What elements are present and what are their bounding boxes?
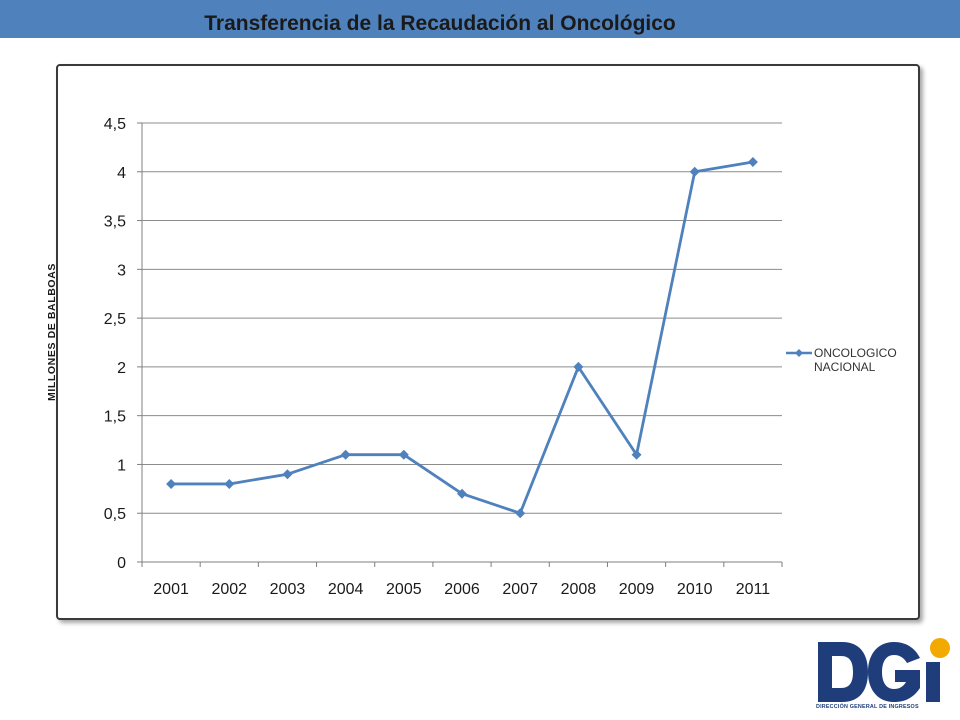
x-tick-label: 2001	[153, 581, 189, 598]
legend-label-line1: ONCOLOGICO	[814, 346, 897, 360]
chart-frame	[56, 64, 920, 620]
x-tick-label: 2003	[270, 581, 306, 598]
legend-label: ONCOLOGICO NACIONAL	[814, 346, 914, 374]
data-point-marker	[398, 449, 409, 460]
y-tick-label: 1	[117, 457, 126, 474]
series-oncologico-nacional	[166, 157, 758, 519]
y-tick-label: 2,5	[104, 311, 126, 328]
x-tick-label: 2010	[677, 581, 713, 598]
series-line	[171, 160, 754, 515]
data-point-marker	[340, 449, 351, 460]
data-point-marker	[282, 469, 293, 480]
y-tick-label: 4	[117, 165, 126, 182]
x-tick-label: 2002	[211, 581, 247, 598]
data-point-marker	[166, 478, 177, 489]
x-tick-label: 2004	[328, 581, 364, 598]
x-tick-labels: 2001 2002 2003 2004 2005 2006 2007 2008 2009 2010…	[153, 581, 770, 598]
axes	[137, 122, 783, 567]
legend-label-line2: NACIONAL	[814, 360, 876, 374]
y-tick-label: 3	[117, 262, 126, 279]
data-point-marker	[689, 166, 700, 177]
header-band	[0, 0, 960, 38]
data-point-marker	[224, 478, 235, 489]
grid-lines	[142, 122, 782, 514]
data-point-marker	[747, 157, 758, 168]
data-point-marker	[573, 361, 584, 372]
x-tick-label: 2007	[502, 581, 538, 598]
chart-title: Transferencia de la Recaudación al Oncol…	[204, 12, 676, 35]
y-tick-label: 2	[117, 360, 126, 377]
x-tick-label: 2011	[736, 581, 771, 598]
x-tick-label: 2008	[561, 581, 597, 598]
legend-swatch	[786, 349, 812, 357]
x-tick-label: 2006	[444, 581, 480, 598]
data-point-marker	[515, 508, 526, 519]
y-tick-label: 0,5	[104, 506, 126, 523]
y-tick-label: 4,5	[104, 116, 126, 133]
x-tick-label: 2005	[386, 581, 422, 598]
data-point-marker	[457, 488, 467, 499]
y-tick-label: 0	[117, 555, 126, 572]
x-tick-label: 2009	[619, 581, 655, 598]
y-tick-label: 1,5	[104, 409, 126, 426]
y-tick-label: 3,5	[104, 214, 126, 231]
logo-caption: DIRECCIÓN GENERAL DE INGRESOS	[816, 704, 919, 710]
y-tick-labels: 0 0,5 1 1,5 2 2,5 3 3,5 4 4,5	[104, 116, 126, 572]
data-point-marker	[631, 449, 642, 460]
dgi-logo	[818, 638, 950, 702]
